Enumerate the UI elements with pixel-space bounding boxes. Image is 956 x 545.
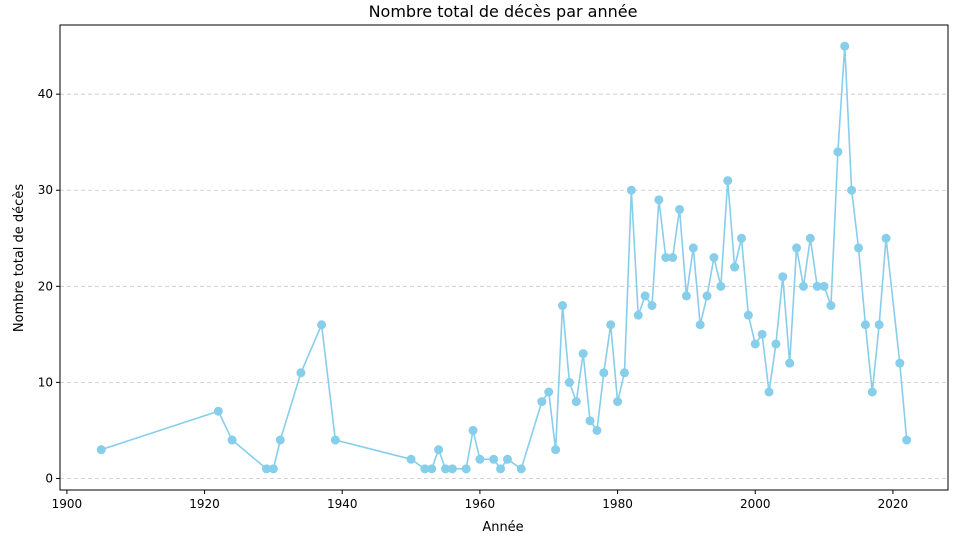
data-point <box>668 253 678 262</box>
data-point <box>330 435 340 445</box>
data-point <box>275 435 285 445</box>
data-point <box>792 243 802 253</box>
x-axis-label: Année <box>482 520 523 535</box>
y-axis-label: Nombre total de décès <box>12 184 27 332</box>
data-point <box>447 464 457 474</box>
data-point <box>96 445 106 455</box>
y-tick-label: 10 <box>38 375 53 389</box>
data-point <box>826 301 836 311</box>
data-point <box>516 464 526 474</box>
data-point <box>571 397 581 407</box>
data-point <box>723 176 733 186</box>
data-point <box>860 320 870 330</box>
data-point <box>468 425 478 435</box>
data-point <box>537 397 547 407</box>
data-point <box>606 320 616 330</box>
data-point <box>778 272 788 282</box>
data-point <box>262 464 272 474</box>
data-point <box>688 243 698 253</box>
data-point <box>296 368 306 378</box>
data-point <box>461 464 471 474</box>
y-ticks: 0 10 20 30 40 <box>38 87 60 485</box>
data-point <box>317 320 327 330</box>
data-point <box>434 445 444 455</box>
plot-frame <box>59 24 949 491</box>
data-point <box>840 41 850 51</box>
data-point <box>489 454 499 464</box>
data-point <box>427 464 437 474</box>
chart-title: Nombre total de décès par année <box>369 2 638 21</box>
data-point <box>420 464 430 474</box>
data-point <box>654 195 664 205</box>
data-point <box>551 445 561 455</box>
data-point <box>585 416 595 426</box>
x-tick-label: 1980 <box>602 497 633 511</box>
data-point <box>213 406 223 416</box>
data-point <box>805 233 815 243</box>
x-tick-label: 2020 <box>878 497 909 511</box>
data-point <box>812 281 822 291</box>
y-tick-label: 30 <box>38 183 53 197</box>
grid-layer <box>60 93 948 479</box>
data-point <box>736 233 746 243</box>
data-point <box>640 291 650 301</box>
data-point <box>675 204 685 214</box>
data-point <box>633 310 643 320</box>
data-point <box>564 377 574 387</box>
data-point <box>558 301 568 311</box>
data-point <box>496 464 506 474</box>
y-tick-label: 40 <box>38 87 53 101</box>
data-point <box>881 233 891 243</box>
y-tick-label: 20 <box>38 279 53 293</box>
data-point <box>626 185 636 195</box>
data-point <box>619 368 629 378</box>
data-point <box>716 281 726 291</box>
point-layer <box>96 41 912 474</box>
data-point <box>757 329 767 339</box>
data-point <box>743 310 753 320</box>
x-tick-label: 1960 <box>465 497 496 511</box>
data-point <box>874 320 884 330</box>
data-point <box>847 185 857 195</box>
data-point <box>695 320 705 330</box>
data-point <box>578 349 588 359</box>
data-point <box>475 454 485 464</box>
x-tick-label: 2000 <box>740 497 771 511</box>
data-point <box>902 435 912 445</box>
data-point <box>895 358 905 368</box>
data-point <box>764 387 774 397</box>
data-point <box>702 291 712 301</box>
data-point <box>771 339 781 349</box>
data-point <box>440 464 450 474</box>
x-tick-label: 1940 <box>327 497 358 511</box>
data-point <box>854 243 864 253</box>
data-point <box>599 368 609 378</box>
y-tick-label: 0 <box>45 471 53 485</box>
data-point <box>798 281 808 291</box>
data-point <box>544 387 554 397</box>
data-point <box>833 147 843 157</box>
data-point <box>681 291 691 301</box>
data-point <box>709 253 719 262</box>
data-point <box>750 339 760 349</box>
data-point <box>406 454 416 464</box>
x-tick-label: 1900 <box>52 497 83 511</box>
data-point <box>819 281 829 291</box>
x-ticks: 1900 1920 1940 1960 1980 2000 2020 <box>52 490 909 511</box>
data-point <box>867 387 877 397</box>
data-point <box>592 425 602 435</box>
data-point <box>661 253 671 262</box>
data-point <box>647 301 657 311</box>
data-point <box>268 464 278 474</box>
data-point <box>785 358 795 368</box>
data-point <box>227 435 237 445</box>
data-point <box>613 397 623 407</box>
data-point <box>730 262 740 272</box>
x-tick-label: 1920 <box>189 497 220 511</box>
data-point <box>502 454 512 464</box>
